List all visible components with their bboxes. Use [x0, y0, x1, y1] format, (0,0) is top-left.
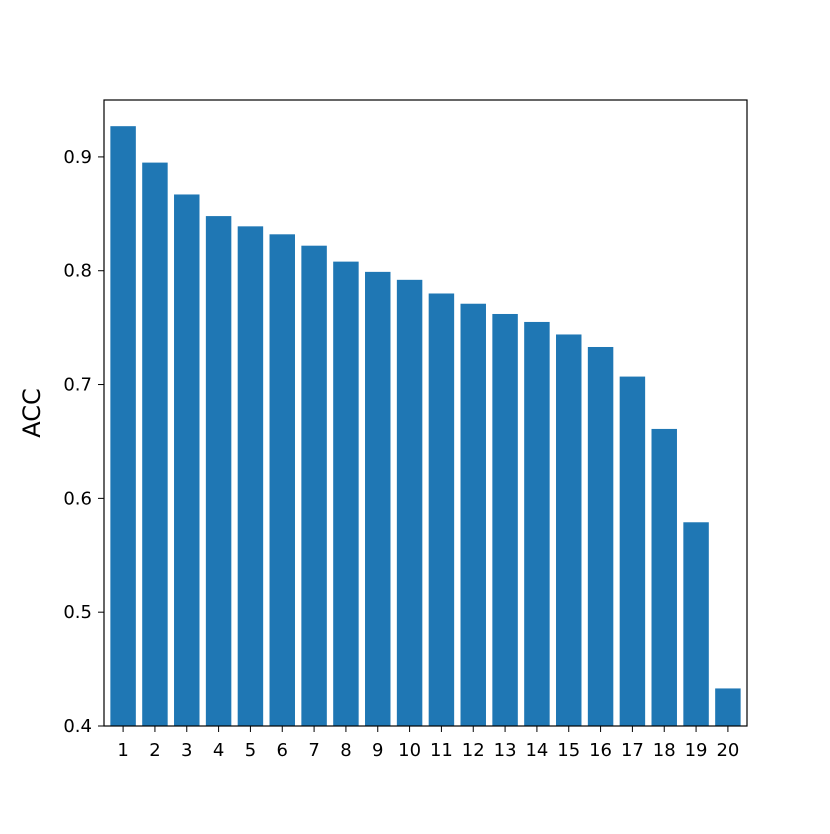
bar-12 [460, 303, 486, 726]
y-axis-ticks: 0.4 0.5 0.6 0.7 0.8 0.9 [63, 147, 104, 737]
bar-16 [587, 346, 614, 726]
x-tick-label: 17 [621, 740, 644, 761]
bar-3 [174, 194, 200, 727]
x-tick-label: 19 [685, 740, 708, 761]
x-tick-label: 11 [430, 740, 453, 761]
y-axis-label: ACC [18, 388, 46, 438]
bars-layer [110, 126, 741, 727]
x-tick-label: 18 [653, 740, 676, 761]
x-tick-label: 13 [494, 740, 517, 761]
plot-frame [103, 99, 748, 727]
y-tick-label: 0.6 [63, 488, 92, 509]
bar-14 [524, 321, 550, 726]
bar-11 [428, 293, 455, 726]
bar-1 [110, 126, 136, 727]
x-tick-label: 7 [308, 740, 319, 761]
x-tick-label: 2 [149, 740, 160, 761]
bar-19 [683, 522, 709, 726]
bar-13 [492, 313, 518, 726]
y-tick-label: 0.7 [63, 375, 92, 396]
x-tick-label: 5 [245, 740, 256, 761]
bar-8 [333, 261, 359, 726]
x-tick-label: 8 [340, 740, 351, 761]
x-tick-label: 16 [589, 740, 612, 761]
bar-15 [556, 334, 582, 726]
x-tick-label: 10 [398, 740, 421, 761]
y-tick-label: 0.9 [63, 147, 92, 168]
bar-9 [365, 271, 391, 726]
x-axis-ticks: 1 2 3 4 5 6 7 8 9 10 11 12 13 14 15 16 17 18 19 20 [117, 726, 739, 761]
bar-4 [205, 216, 232, 726]
bar-2 [142, 162, 168, 727]
bar-7 [301, 245, 327, 726]
x-tick-label: 3 [181, 740, 192, 761]
bar-6 [269, 234, 295, 726]
x-tick-label: 15 [557, 740, 580, 761]
bar-10 [396, 279, 423, 726]
y-tick-label: 0.8 [63, 261, 92, 282]
x-tick-label: 4 [213, 740, 224, 761]
bar-18 [651, 428, 677, 726]
bar-17 [619, 376, 646, 726]
x-tick-label: 14 [525, 740, 548, 761]
bar-20 [715, 688, 741, 726]
x-tick-label: 12 [462, 740, 485, 761]
y-tick-label: 0.5 [63, 602, 92, 623]
bar-5 [237, 226, 264, 726]
x-tick-label: 9 [372, 740, 383, 761]
x-tick-label: 1 [117, 740, 128, 761]
x-tick-label: 20 [716, 740, 739, 761]
y-tick-label: 0.4 [63, 716, 92, 737]
x-tick-label: 6 [277, 740, 288, 761]
